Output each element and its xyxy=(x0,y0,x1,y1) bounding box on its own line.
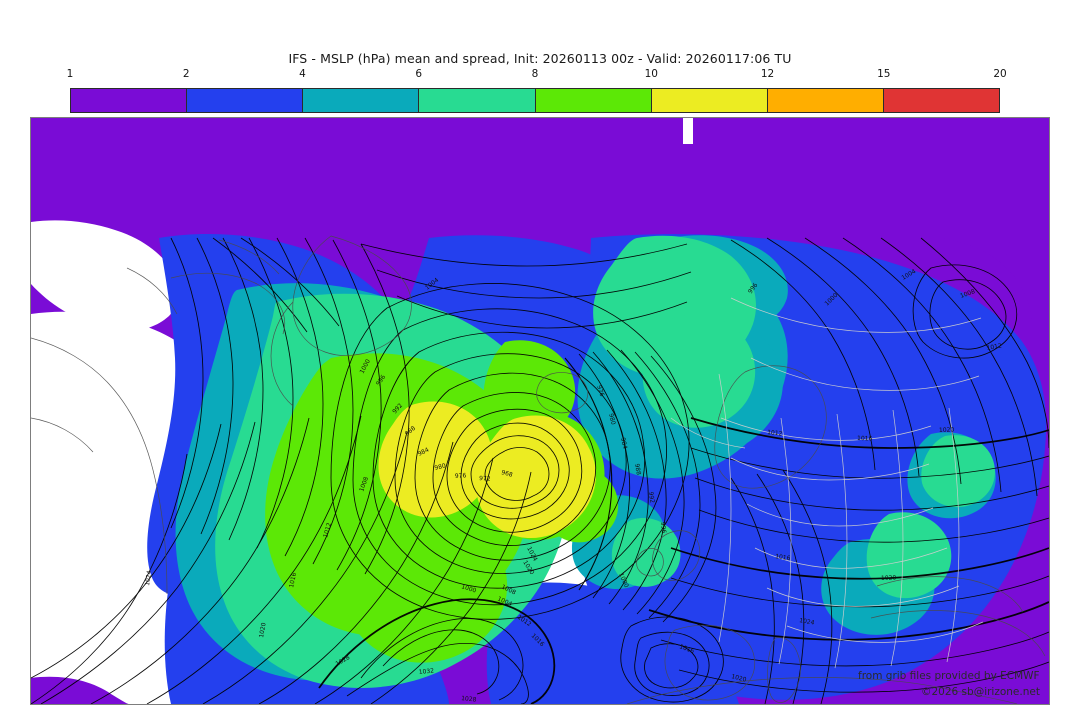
colorbar-band-6-8 xyxy=(419,89,536,112)
colorbar-band-15-20 xyxy=(883,89,999,112)
colorbar-tick-20: 20 xyxy=(993,68,1007,80)
svg-text:988: 988 xyxy=(633,463,642,476)
svg-text:976: 976 xyxy=(595,384,605,397)
svg-text:996: 996 xyxy=(659,521,667,533)
svg-text:1016: 1016 xyxy=(288,572,298,589)
svg-text:992: 992 xyxy=(647,491,656,503)
svg-text:980: 980 xyxy=(434,462,447,472)
svg-text:976: 976 xyxy=(455,472,467,480)
svg-text:972: 972 xyxy=(479,475,491,483)
data-source-credit: from grib files provided by ECMWF xyxy=(858,670,1040,682)
colorbar-band-8-10 xyxy=(535,89,652,112)
svg-text:1020: 1020 xyxy=(939,426,955,434)
svg-text:1020: 1020 xyxy=(731,673,748,684)
colorbar-tick-2: 2 xyxy=(182,68,190,80)
colorbar-band-1-2 xyxy=(71,89,188,112)
colorbar-tick-1: 1 xyxy=(66,68,74,80)
colorbar-tick-8: 8 xyxy=(531,68,539,80)
svg-text:1024: 1024 xyxy=(799,617,815,627)
colorbar: 1 2 4 6 8 10 12 15 20 xyxy=(67,68,1007,113)
svg-text:1012: 1012 xyxy=(767,429,783,438)
page-title: IFS - MSLP (hPa) mean and spread, Init: … xyxy=(288,51,792,66)
copyright-credit: ©2026 sb@irizone.net xyxy=(921,686,1040,698)
svg-text:1012: 1012 xyxy=(986,342,1002,352)
colorbar-band-12-15 xyxy=(767,89,884,112)
map-icon: 1004 1000 996 992 988 984 980 976 972 96… xyxy=(31,118,1049,704)
svg-text:1000: 1000 xyxy=(460,583,477,594)
svg-text:1028: 1028 xyxy=(461,695,477,704)
colorbar-ticks: 1 2 4 6 8 10 12 15 20 xyxy=(66,68,1007,86)
svg-text:1032: 1032 xyxy=(418,667,434,676)
svg-text:968: 968 xyxy=(501,469,514,479)
svg-text:1016: 1016 xyxy=(857,435,873,443)
colorbar-tick-15: 15 xyxy=(877,68,891,80)
colorbar-tick-12: 12 xyxy=(760,68,775,80)
colorbar-tick-10: 10 xyxy=(644,68,658,80)
svg-text:1008: 1008 xyxy=(358,476,370,493)
map-panel[interactable]: 1004 1000 996 992 988 984 980 976 972 96… xyxy=(30,117,1050,705)
colorbar-band-10-12 xyxy=(651,89,768,112)
colorbar-bands xyxy=(70,88,1000,113)
svg-text:1016: 1016 xyxy=(678,643,695,655)
colorbar-band-2-4 xyxy=(187,89,304,112)
svg-text:1020: 1020 xyxy=(881,574,897,582)
colorbar-tick-4: 4 xyxy=(299,68,306,80)
svg-text:984: 984 xyxy=(417,446,431,457)
svg-text:1012: 1012 xyxy=(322,522,333,539)
svg-text:1024: 1024 xyxy=(144,570,153,586)
colorbar-tick-6: 6 xyxy=(415,68,423,80)
svg-text:980: 980 xyxy=(607,413,617,426)
colorbar-band-4-6 xyxy=(303,89,420,112)
svg-text:984: 984 xyxy=(619,437,628,450)
svg-text:1020: 1020 xyxy=(258,622,268,638)
svg-text:1008: 1008 xyxy=(959,288,976,300)
svg-text:1016: 1016 xyxy=(775,553,791,562)
